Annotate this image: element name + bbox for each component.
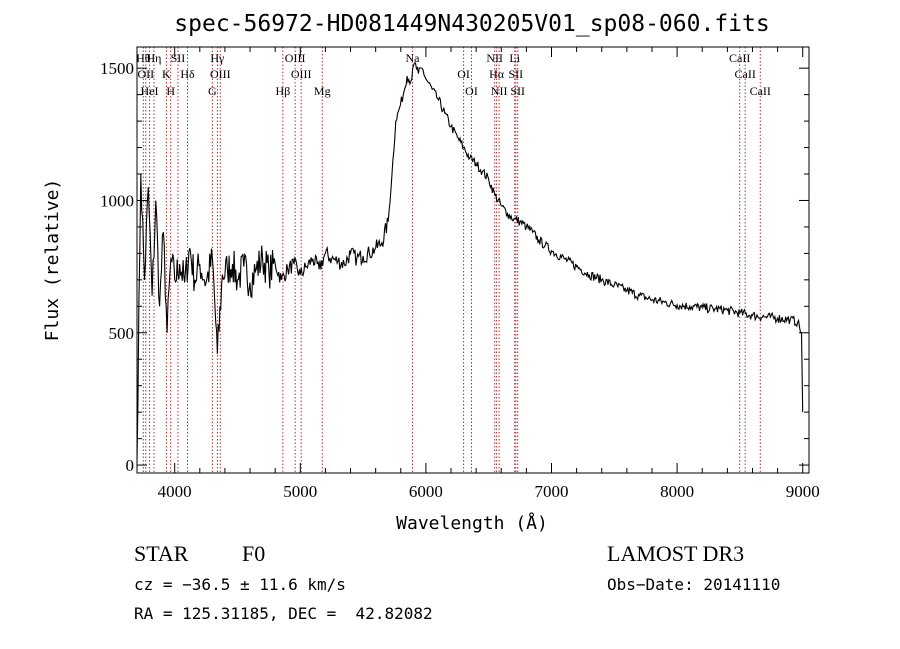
line-label: CaII bbox=[735, 67, 756, 81]
x-axis-label: Wavelength (Å) bbox=[396, 512, 548, 534]
line-label: OIII bbox=[291, 67, 312, 81]
y-tick-label: 1000 bbox=[100, 191, 134, 210]
line-label: OI bbox=[457, 67, 470, 81]
y-tick-label: 1500 bbox=[100, 59, 134, 78]
coords-text: RA = 125.31185, DEC = 42.82082 bbox=[134, 604, 433, 623]
line-label: NII bbox=[486, 51, 503, 65]
line-label: CaII bbox=[750, 84, 771, 98]
x-tick-label: 6000 bbox=[409, 482, 443, 501]
chart-title: spec-56972-HD081449N430205V01_sp08-060.f… bbox=[174, 11, 769, 37]
x-axis: 4000 5000 6000 7000 8000 9000 bbox=[158, 47, 820, 501]
x-tick-label: 9000 bbox=[786, 482, 820, 501]
plot-frame bbox=[136, 46, 810, 474]
line-label: Hη bbox=[146, 51, 161, 65]
line-label: Hα bbox=[489, 67, 505, 81]
survey-label: LAMOST DR3 bbox=[607, 541, 744, 566]
line-label: NII bbox=[491, 84, 508, 98]
y-axis-label: Flux (relative) bbox=[42, 179, 63, 342]
line-label: Hθ bbox=[136, 51, 151, 65]
line-label: OII bbox=[137, 67, 154, 81]
line-label: OI bbox=[465, 84, 478, 98]
line-label: Li bbox=[509, 51, 520, 65]
line-label: G bbox=[208, 84, 217, 98]
line-label: HeI bbox=[141, 84, 159, 98]
cz-text: cz = −36.5 ± 11.6 km/s bbox=[134, 575, 346, 594]
line-markers bbox=[142, 47, 761, 473]
class-label: STAR bbox=[134, 541, 189, 566]
line-label: CaII bbox=[729, 51, 750, 65]
line-label: Hγ bbox=[210, 51, 225, 65]
subclass-label: F0 bbox=[242, 541, 265, 566]
x-tick-label: 4000 bbox=[158, 482, 192, 501]
x-tick-label: 7000 bbox=[535, 482, 569, 501]
y-tick-label: 0 bbox=[126, 456, 135, 475]
line-label: K bbox=[162, 67, 171, 81]
x-tick-label: 8000 bbox=[660, 482, 694, 501]
line-label: OIII bbox=[285, 51, 306, 65]
line-labels: HθOIIHeIHηKHSIIHδGHγOIIIHβOIIIOIIIMgNaOI… bbox=[136, 51, 771, 98]
line-label: Mg bbox=[314, 84, 331, 98]
line-label: SII bbox=[171, 51, 186, 65]
obs-date-text: Obs−Date: 20141110 bbox=[607, 575, 780, 594]
line-label: H bbox=[166, 84, 175, 98]
line-label: Na bbox=[405, 51, 420, 65]
line-label: OIII bbox=[210, 67, 231, 81]
y-tick-label: 500 bbox=[109, 324, 135, 343]
line-label: SII bbox=[510, 84, 525, 98]
line-label: SII bbox=[508, 67, 523, 81]
spectrum-line bbox=[136, 62, 804, 460]
line-label: Hβ bbox=[275, 84, 290, 98]
y-axis: 0 500 1000 1500 bbox=[100, 59, 809, 475]
x-tick-label: 5000 bbox=[283, 482, 317, 501]
line-label: Hδ bbox=[180, 67, 195, 81]
